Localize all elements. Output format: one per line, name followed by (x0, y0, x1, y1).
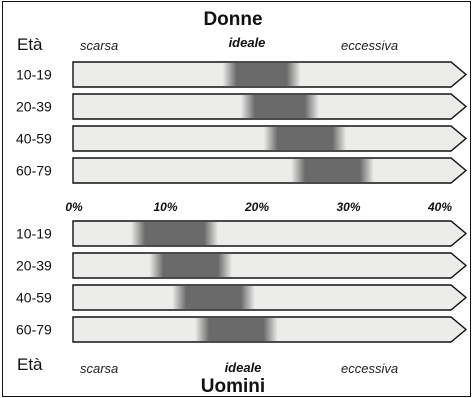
bar-outline (72, 252, 468, 279)
top-ideal-label: ideale (229, 35, 266, 50)
age-label: 10-19 (16, 226, 52, 242)
range-bar (73, 158, 466, 183)
range-bar (73, 285, 466, 310)
age-label: 20-39 (16, 99, 52, 115)
age-label: 20-39 (16, 258, 52, 274)
bar-outline (72, 93, 468, 120)
bar-outline (72, 284, 468, 311)
age-row: 10-19 (16, 61, 468, 88)
age-row: 40-59 (16, 125, 468, 152)
age-row: 60-79 (16, 157, 468, 184)
bottom-eta-label: Età (17, 355, 43, 374)
ideal-band (172, 286, 255, 309)
top-eta-label: Età (17, 35, 43, 54)
percent-axis: 0% 10% 20% 30% 40% (65, 200, 452, 214)
age-label: 10-19 (16, 67, 52, 83)
age-label: 40-59 (16, 290, 52, 306)
age-row: 60-79 (16, 316, 468, 343)
women-rows: 10-19 20-39 40-59 60-79 (16, 61, 468, 184)
ideal-band (291, 159, 374, 182)
ideal-band (149, 254, 232, 277)
axis-tick-label: 30% (336, 200, 360, 214)
men-rows: 10-19 20-39 40-59 60-79 (16, 220, 468, 343)
bottom-high-label: eccessiva (341, 361, 398, 376)
bottom-ideal-label: ideale (225, 360, 262, 375)
age-row: 40-59 (16, 284, 468, 311)
bar-outline (72, 61, 468, 88)
ideal-band (240, 95, 319, 118)
range-bar (73, 253, 466, 278)
ideal-band (195, 318, 278, 341)
age-label: 60-79 (16, 322, 52, 338)
axis-tick-label: 20% (244, 200, 269, 214)
ideal-band (131, 222, 219, 245)
axis-tick-label: 0% (65, 200, 83, 214)
top-high-label: eccessiva (341, 38, 398, 53)
bar-outline (72, 220, 468, 247)
top-low-label: scarsa (80, 38, 118, 53)
bar-outline (72, 125, 468, 152)
bottom-low-label: scarsa (80, 361, 118, 376)
age-row: 20-39 (16, 252, 468, 279)
bar-outline (72, 316, 468, 343)
bar-outline (72, 157, 468, 184)
axis-tick-label: 10% (153, 200, 177, 214)
age-label: 40-59 (16, 131, 52, 147)
axis-tick-label: 40% (427, 200, 452, 214)
ideal-band (263, 127, 347, 150)
men-title: Uomini (201, 376, 265, 397)
age-label: 60-79 (16, 163, 52, 179)
age-row: 10-19 (16, 220, 468, 247)
women-title: Donne (203, 9, 262, 30)
ideal-band (222, 63, 301, 86)
age-row: 20-39 (16, 93, 468, 120)
